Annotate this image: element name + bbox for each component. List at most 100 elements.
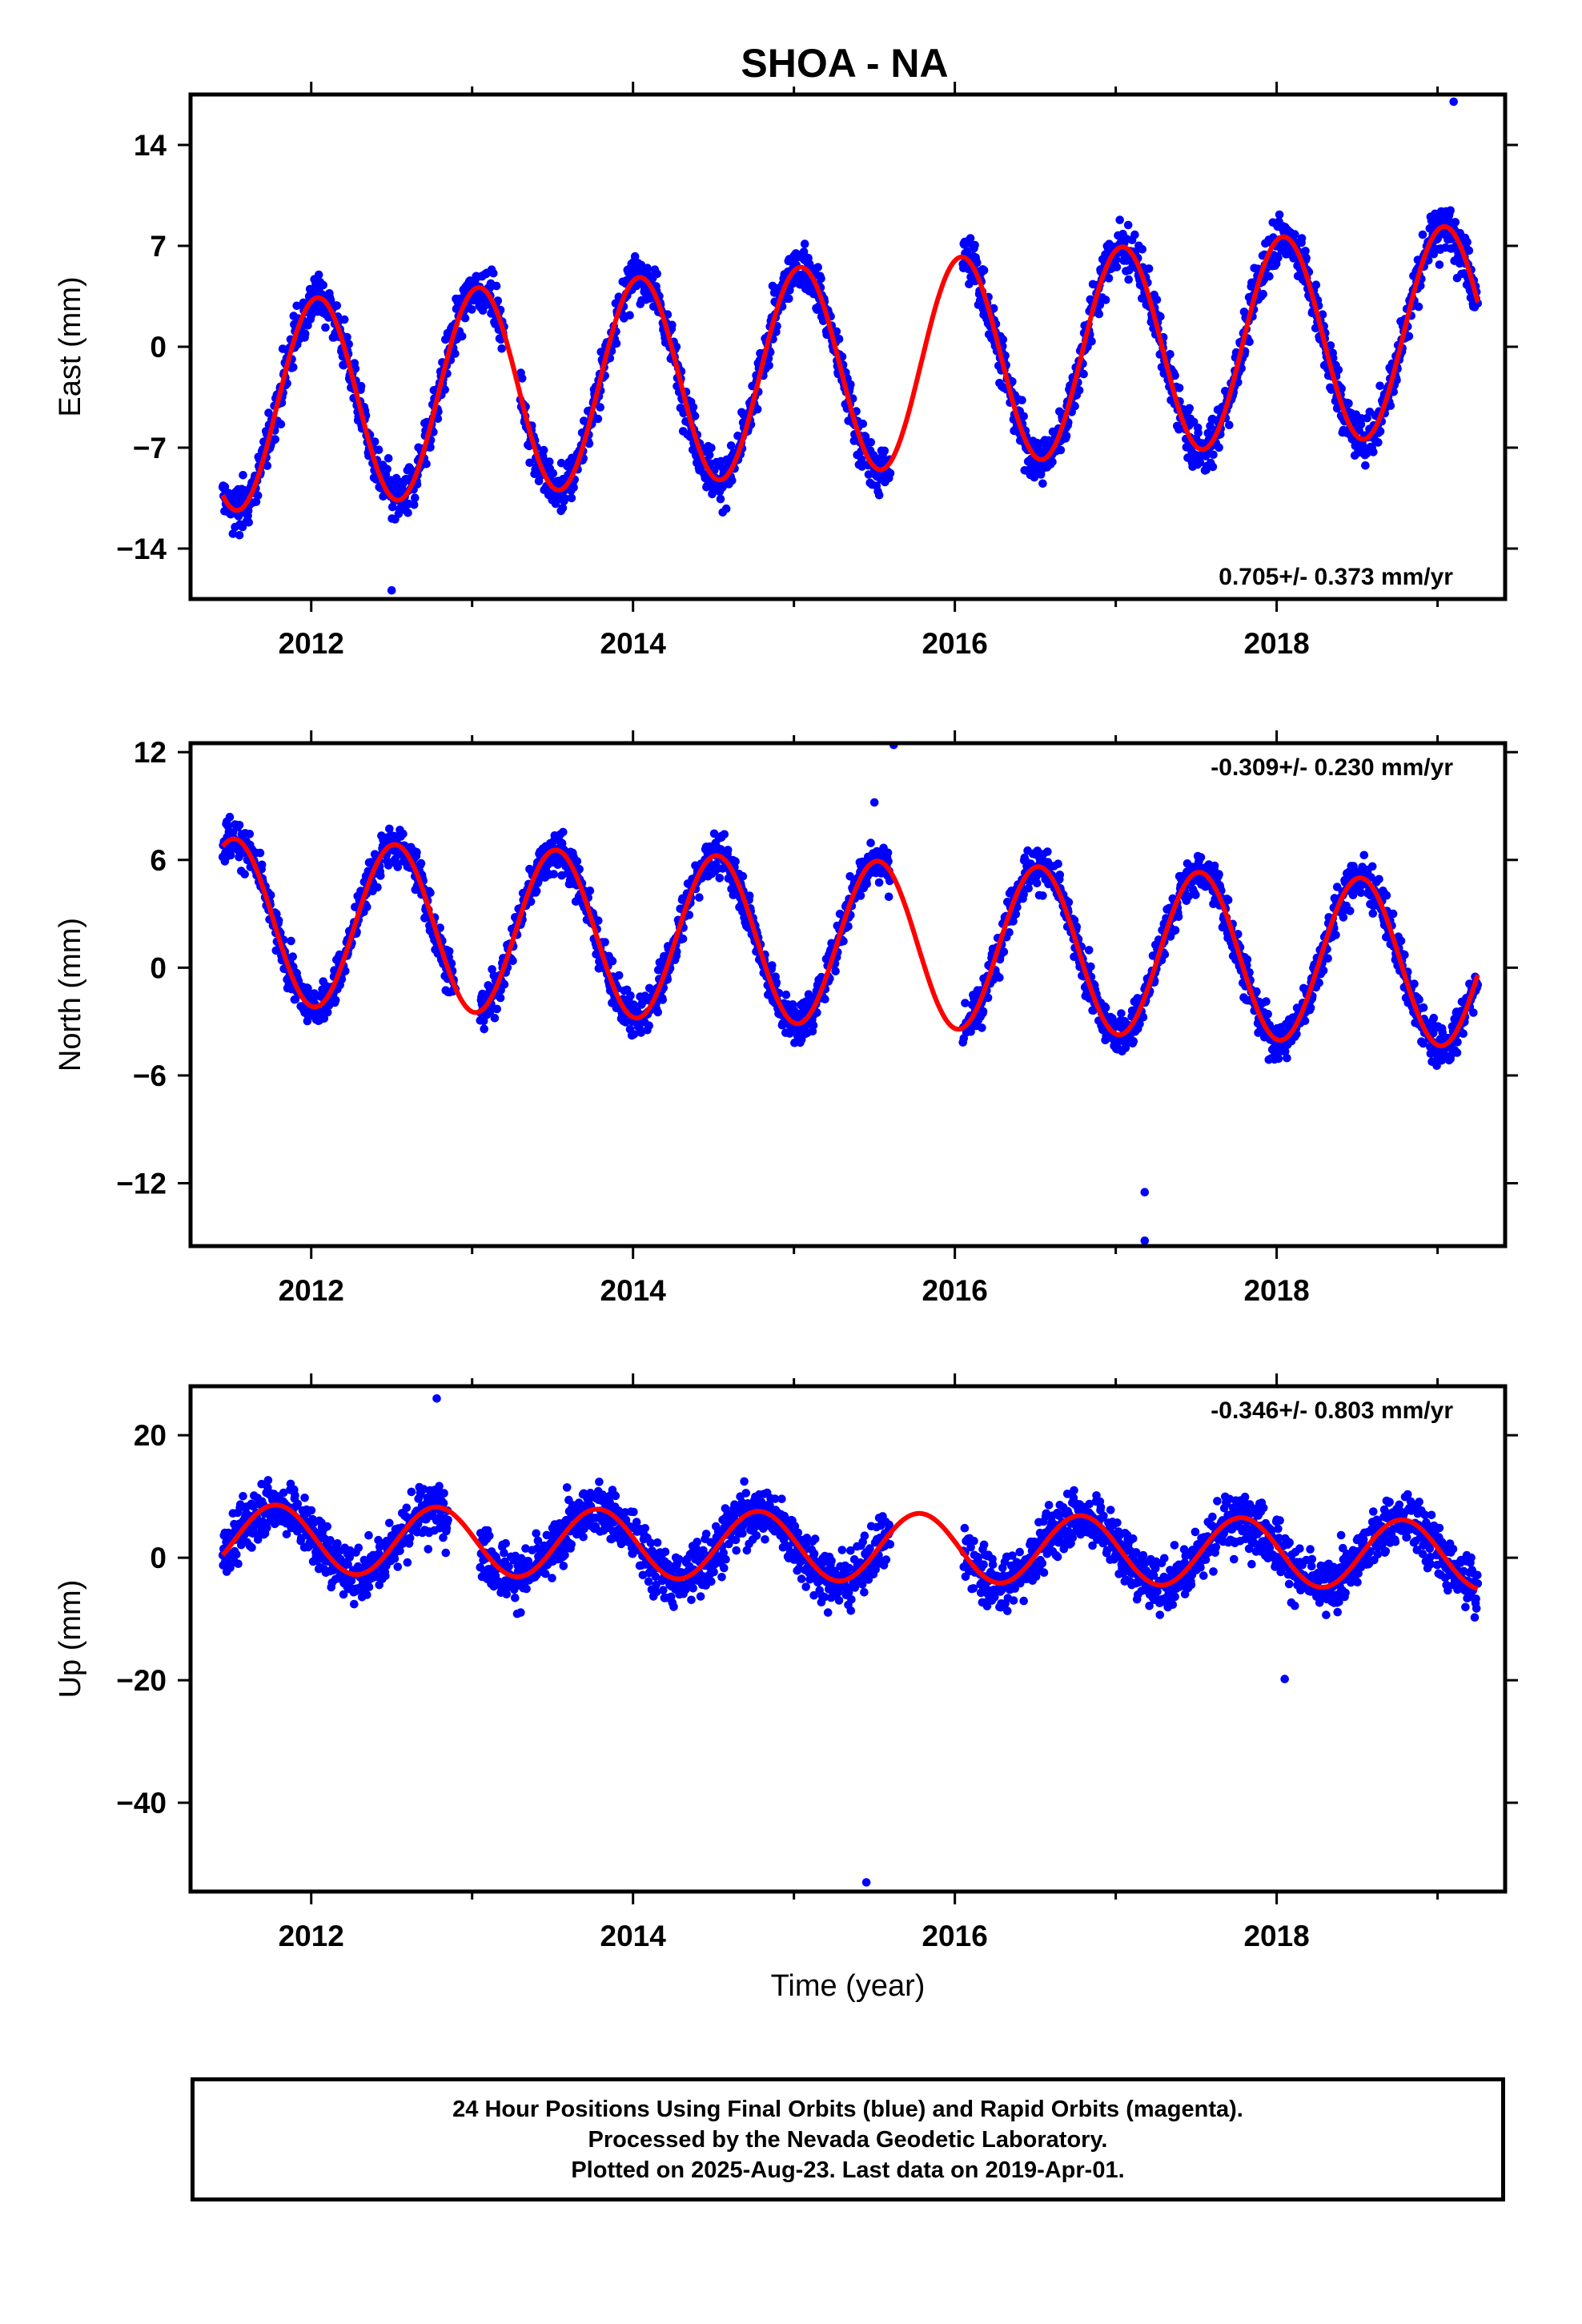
data-point: [1464, 246, 1474, 255]
data-point: [781, 990, 791, 999]
data-point: [979, 266, 989, 275]
data-point: [1275, 210, 1284, 219]
data-point: [271, 435, 280, 444]
data-point: [558, 504, 568, 513]
x-tick-label: 2012: [279, 627, 344, 660]
data-point: [721, 504, 731, 513]
data-point: [393, 862, 403, 871]
data-point: [723, 846, 733, 854]
data-points: [218, 97, 1483, 595]
data-point: [1160, 950, 1170, 959]
y-axis-title: East (mm): [54, 276, 87, 416]
data-point: [1215, 443, 1223, 452]
data-point: [440, 385, 449, 394]
data-point: [885, 468, 895, 478]
data-point: [1019, 890, 1028, 899]
data-point: [1315, 978, 1323, 987]
data-points: [218, 743, 1483, 1245]
data-point: [493, 296, 503, 305]
data-point: [385, 824, 394, 834]
data-point: [341, 967, 350, 975]
data-point: [585, 887, 595, 895]
data-point: [314, 270, 323, 279]
data-point: [970, 240, 979, 250]
data-point: [490, 1014, 500, 1023]
data-point: [1223, 895, 1233, 905]
data-point: [858, 419, 868, 428]
data-point: [508, 956, 517, 966]
data-point: [264, 408, 273, 417]
data-point: [344, 340, 354, 349]
x-tick-label: 2018: [1243, 1274, 1309, 1307]
data-point: [797, 278, 806, 287]
data-point: [966, 234, 975, 243]
data-point: [1418, 230, 1427, 239]
data-point: [1429, 1013, 1439, 1023]
data-point: [1195, 458, 1205, 467]
data-point: [1062, 432, 1071, 440]
data-point: [575, 865, 584, 874]
data-point: [625, 311, 634, 320]
data-point: [263, 461, 272, 470]
data-point: [644, 1021, 653, 1030]
data-point: [1170, 926, 1180, 935]
x-tick-label: 2018: [1243, 627, 1309, 660]
data-point: [728, 476, 737, 485]
data-point: [1104, 274, 1114, 283]
data-point: [800, 239, 809, 248]
y-tick-label: 7: [150, 230, 167, 263]
data-point: [715, 874, 725, 883]
data-point: [1410, 979, 1419, 988]
data-point: [857, 455, 866, 464]
data-point: [303, 983, 312, 993]
data-point: [1375, 427, 1385, 436]
data-point: [383, 454, 393, 463]
data-point: [1302, 253, 1311, 263]
data-point: [614, 971, 624, 980]
data-point: [549, 870, 558, 879]
data-point: [1245, 337, 1254, 347]
data-point: [705, 450, 714, 460]
y-tick-label: 6: [150, 844, 167, 877]
data-point: [1215, 870, 1223, 879]
data-point: [1319, 966, 1328, 975]
data-point: [629, 1030, 639, 1039]
data-point: [220, 482, 230, 492]
data-point: [319, 280, 328, 290]
data-points: [218, 1394, 1483, 1887]
data-point: [255, 848, 265, 858]
data-point: [658, 995, 667, 1004]
data-point: [1019, 412, 1028, 421]
data-point: [532, 887, 541, 895]
data-point: [416, 858, 426, 868]
data-point: [720, 830, 729, 839]
data-point: [856, 891, 865, 900]
data-point: [489, 268, 498, 278]
data-point: [1138, 1012, 1148, 1022]
data-point: [1367, 862, 1377, 871]
data-point: [716, 494, 725, 504]
data-point: [839, 936, 848, 946]
plot-frame: [188, 92, 1508, 601]
data-point: [240, 870, 250, 879]
data-point: [738, 871, 748, 881]
data-point: [480, 1024, 488, 1034]
data-point: [765, 361, 773, 370]
data-point: [235, 821, 244, 830]
data-point: [1094, 309, 1104, 319]
data-point: [600, 938, 609, 947]
data-point: [399, 829, 408, 838]
data-point: [1032, 879, 1042, 888]
data-point: [444, 947, 454, 956]
data-point: [1318, 310, 1327, 320]
data-point: [1359, 850, 1369, 860]
data-point: [989, 304, 998, 313]
data-point: [594, 916, 603, 925]
data-point: [1074, 386, 1084, 395]
data-point: [426, 888, 435, 897]
data-point: [821, 995, 829, 1003]
data-point: [874, 491, 884, 500]
data-point: [685, 911, 694, 919]
